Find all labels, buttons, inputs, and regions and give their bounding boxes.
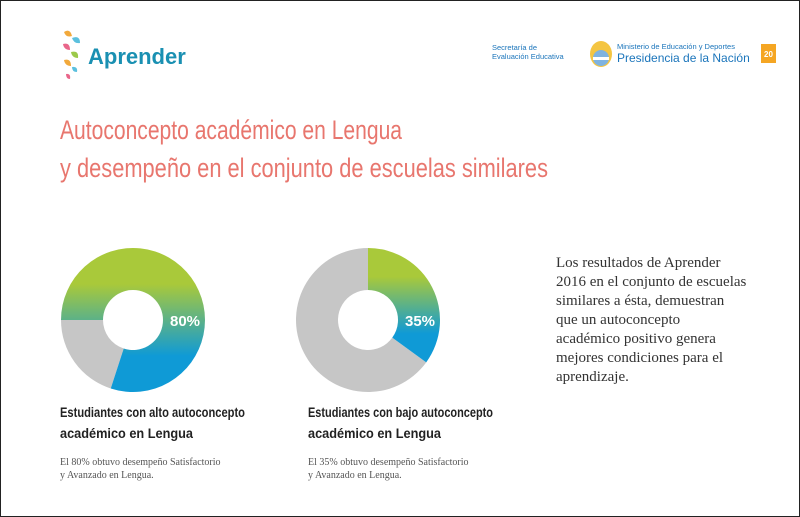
paragraph-line: aprendizaje. [556,369,629,385]
paragraph-line: que un autoconcepto [556,312,680,328]
remainder-segment [61,320,124,389]
value-segment [368,248,440,363]
caption: Estudiantes con alto autoconcepto [60,404,245,420]
title: y desempeño en el conjunto de escuelas s… [60,153,548,183]
logo-icon [63,30,80,79]
value-label: 80% [170,313,200,330]
title: Autoconcepto académico en Lengua [60,115,403,145]
paragraph-line: similares a ésta, demuestran [556,293,725,309]
note: y Avanzado en Lengua. [60,470,154,481]
paragraph-line: Los resultados de Aprender [556,255,721,271]
page-badge [761,44,776,63]
value-segment [61,248,205,392]
secretaria: Evaluación Educativa [492,52,565,61]
emblem [590,41,612,67]
presidencia: Presidencia de la Nación [617,51,750,65]
remainder-segment [296,248,427,393]
secretaria: Secretaría de [492,43,537,52]
paragraph-line: mejores condiciones para el [556,350,723,366]
ministerio: Ministerio de Educación y Deportes [617,42,735,51]
caption: académico en Lengua [60,425,193,441]
note: El 35% obtuvo desempeño Satisfactorio [308,457,469,468]
paragraph-line: 2016 en el conjunto de escuelas [556,274,747,290]
value-label: 35% [405,313,435,330]
note: y Avanzado en Lengua. [308,470,402,481]
caption: académico en Lengua [308,425,441,441]
logo-text: Aprender [88,44,186,69]
note: El 80% obtuvo desempeño Satisfactorio [60,457,221,468]
paragraph-line: académico positivo genera [556,331,716,347]
page-number: 20 [764,50,773,59]
caption: Estudiantes con bajo autoconcepto [308,404,493,420]
